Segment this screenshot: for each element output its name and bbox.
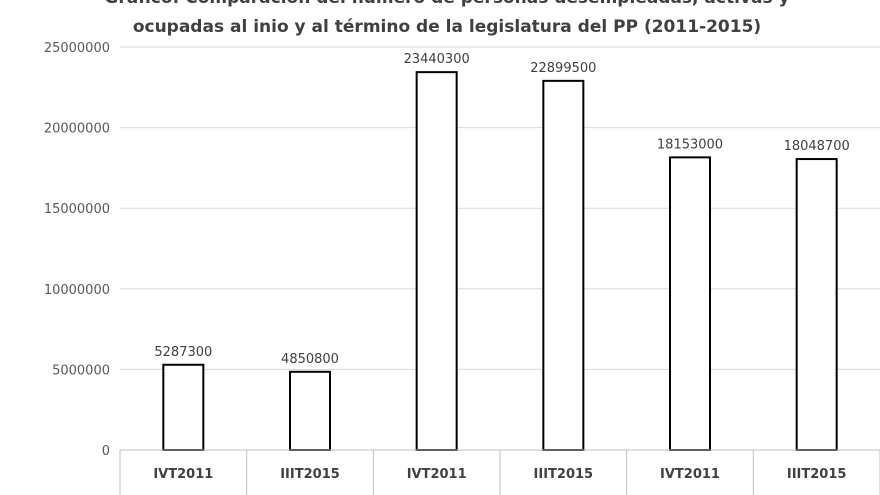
bar xyxy=(289,370,331,452)
x-category-label: IIIT2015 xyxy=(787,467,847,482)
x-category-label: IVT2011 xyxy=(660,467,720,482)
bar xyxy=(669,156,711,452)
y-tick-label: 10000000 xyxy=(44,283,110,298)
data-labels: 5287300 4850800 23440300 22899500 18153000 18… xyxy=(154,52,849,367)
chart-title-line-2: ocupadas al inio y al término de la legi… xyxy=(133,17,761,37)
y-tick-label: 25000000 xyxy=(44,41,110,56)
data-label: 18153000 xyxy=(657,137,723,152)
y-axis-ticks: 0 5000000 10000000 15000000 20000000 25000000 xyxy=(44,41,110,459)
chart-title-line-1: Gráfico: Comparación del número de perso… xyxy=(104,0,789,8)
x-category-label: IVT2011 xyxy=(407,467,467,482)
bar xyxy=(542,79,585,452)
x-category-label: IVT2011 xyxy=(153,467,213,482)
bar xyxy=(162,363,205,452)
x-axis-categories: IVT2011 IIIT2015 IVT2011 IIIT2015 IVT2011 III… xyxy=(153,467,846,482)
bar xyxy=(415,71,458,451)
data-label: 22899500 xyxy=(530,61,596,76)
gridlines xyxy=(120,46,880,370)
y-tick-label: 5000000 xyxy=(52,363,110,378)
bar xyxy=(795,158,838,451)
data-label: 5287300 xyxy=(154,345,212,360)
x-category-label: IIIT2015 xyxy=(534,467,594,482)
data-label: 23440300 xyxy=(404,52,470,67)
data-label: 18048700 xyxy=(784,139,850,154)
y-tick-label: 0 xyxy=(102,444,110,459)
x-category-label: IIIT2015 xyxy=(280,467,340,482)
x-axis xyxy=(119,449,880,495)
data-label: 4850800 xyxy=(281,352,339,367)
y-tick-label: 15000000 xyxy=(44,202,110,217)
bars xyxy=(162,71,838,452)
y-tick-label: 20000000 xyxy=(44,122,110,137)
